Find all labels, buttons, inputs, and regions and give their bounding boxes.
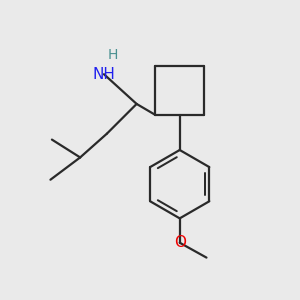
Text: O: O xyxy=(174,235,186,250)
Text: H: H xyxy=(108,48,118,62)
Text: NH: NH xyxy=(92,67,116,82)
